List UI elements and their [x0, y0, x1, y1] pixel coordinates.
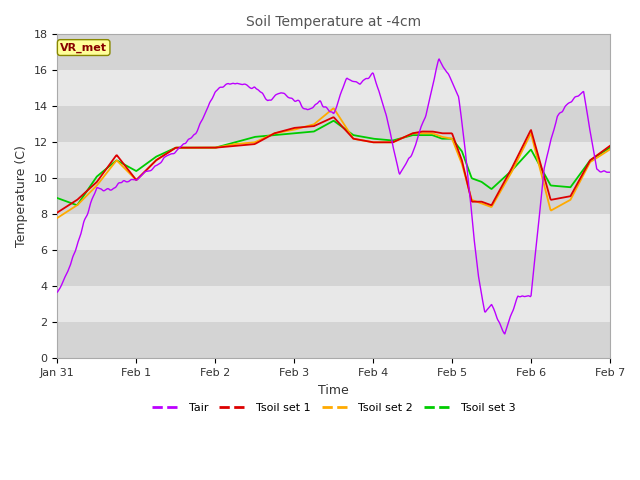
Bar — [58, 178, 610, 214]
Bar — [58, 214, 610, 250]
Y-axis label: Temperature (C): Temperature (C) — [15, 145, 28, 247]
Bar — [58, 71, 610, 106]
Bar — [58, 250, 610, 286]
Bar — [58, 35, 610, 71]
X-axis label: Time: Time — [318, 384, 349, 396]
Bar — [58, 106, 610, 142]
Legend: Tair, Tsoil set 1, Tsoil set 2, Tsoil set 3: Tair, Tsoil set 1, Tsoil set 2, Tsoil se… — [147, 398, 520, 418]
Text: VR_met: VR_met — [60, 42, 107, 53]
Title: Soil Temperature at -4cm: Soil Temperature at -4cm — [246, 15, 421, 29]
Bar — [58, 142, 610, 178]
Bar — [58, 286, 610, 322]
Bar — [58, 322, 610, 358]
